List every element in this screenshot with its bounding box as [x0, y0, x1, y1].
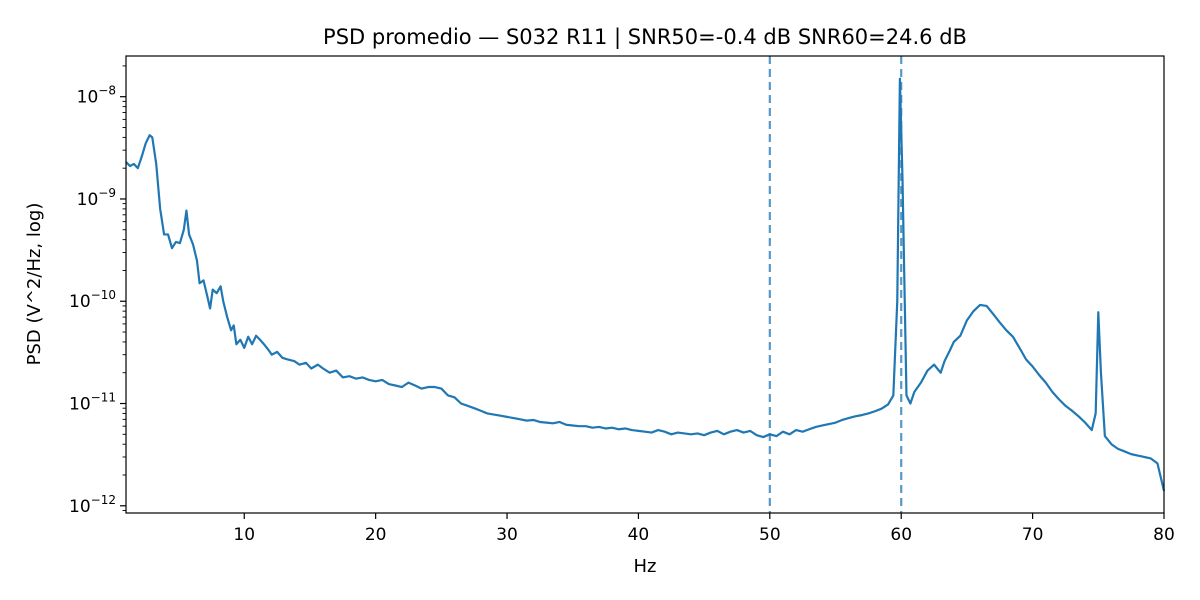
y-tick-label: 10−11	[69, 391, 116, 415]
y-axis-label: PSD (V^2/Hz, log)	[24, 203, 45, 366]
plot-area	[125, 55, 1166, 514]
chart-title: PSD promedio — S032 R11 | SNR50=-0.4 dB …	[323, 25, 967, 50]
y-tick-label: 10−10	[69, 288, 116, 312]
x-tick-label: 10	[233, 525, 255, 545]
x-axis-label: Hz	[634, 556, 657, 577]
axes-frame	[125, 55, 1165, 514]
x-tick-label: 20	[365, 525, 387, 545]
x-tick-label: 60	[890, 525, 912, 545]
x-axis-ticks: 10 20 30 40 50 60 70 80	[233, 513, 1175, 545]
series-layer	[125, 77, 1166, 492]
vertical-reference-lines	[768, 56, 903, 513]
y-tick-label: 10−8	[77, 84, 116, 108]
y-tick-label: 10−9	[77, 186, 116, 210]
x-tick-label: 40	[628, 525, 650, 545]
x-tick-label: 50	[759, 525, 781, 545]
x-tick-label: 80	[1153, 525, 1175, 545]
y-axis-ticks: 10−12 10−11 10−10 10−9 10−8	[69, 65, 126, 517]
series-line-0	[125, 77, 1166, 492]
y-tick-label: 10−12	[69, 493, 116, 517]
x-tick-label: 30	[496, 525, 518, 545]
x-tick-label: 70	[1022, 525, 1044, 545]
